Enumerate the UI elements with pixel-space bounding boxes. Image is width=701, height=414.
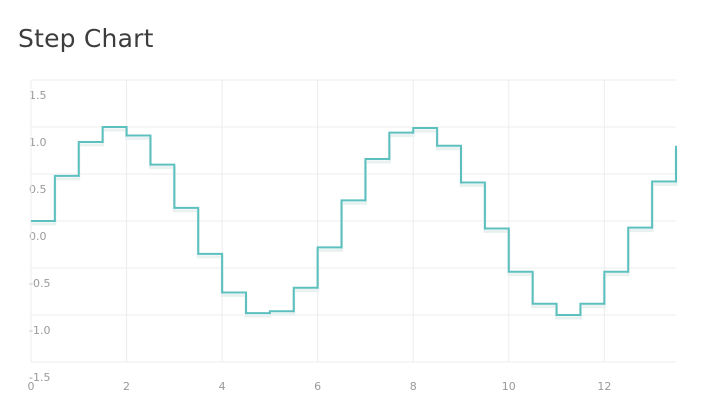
x-tick-label: 10 [502, 380, 516, 393]
x-tick-label: 6 [314, 380, 321, 393]
y-tick-label: 1.5 [29, 89, 47, 102]
y-tick-label: -1.5 [29, 371, 50, 384]
series-line [31, 126, 677, 316]
y-tick-label: 0.5 [29, 183, 47, 196]
x-tick-label: 12 [597, 380, 611, 393]
y-tick-label: -1.0 [29, 324, 50, 337]
x-tick-label: 2 [123, 380, 130, 393]
y-tick-label: 0.0 [29, 230, 47, 243]
chart-title: Step Chart [18, 24, 154, 53]
series-shadow [31, 128, 678, 320]
y-tick-label: 1.0 [29, 136, 47, 149]
x-tick-label: 0 [28, 380, 35, 393]
y-tick-label: -0.5 [29, 277, 50, 290]
x-tick-label: 8 [410, 380, 417, 393]
x-tick-label: 4 [219, 380, 226, 393]
